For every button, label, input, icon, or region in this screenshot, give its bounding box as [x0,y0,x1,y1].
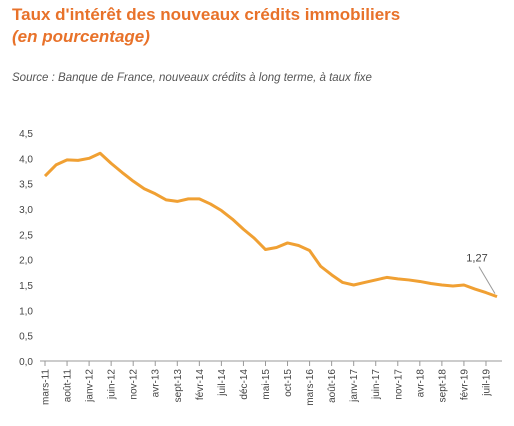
x-tick-label: sept-18 [437,369,448,403]
x-tick-label: juin-17 [371,369,382,400]
value-label: 1,27 [466,253,487,265]
x-tick-label: oct-15 [283,369,294,397]
y-tick-label: 0,0 [19,357,33,368]
y-tick-label: 2,5 [19,230,33,241]
x-tick-label: avr-18 [415,369,426,398]
x-tick-label: déc-14 [239,369,250,400]
annotation-leader [478,266,496,294]
x-tick-label: févr-19 [459,369,470,401]
x-tick-label: juil-14 [217,369,228,397]
y-tick-label: 2,0 [19,256,33,267]
y-tick-label: 3,5 [19,180,33,191]
x-tick-label: janv-12 [85,369,96,403]
y-tick-label: 1,5 [19,281,33,292]
y-tick-label: 4,0 [19,154,33,165]
source: Source : Banque de France, nouveaux créd… [12,72,372,84]
line [43,151,498,299]
y-tick-label: 1,0 [19,306,33,317]
x-tick-label: févr-14 [195,369,206,401]
x-tick-label: sept-13 [173,369,184,403]
y-tick-label: 0,5 [19,332,33,343]
x-tick-label: janv-17 [349,369,360,403]
x-tick-label: août-16 [327,369,338,403]
chart-title: Taux d'intérêt des nouveaux crédits immo… [12,5,400,24]
x-tick-label: avr-13 [151,369,162,398]
x-tick-label: nov-12 [129,369,140,400]
y-tick-label: 3,0 [19,205,33,216]
x-tick-label: mars-16 [305,369,316,406]
x-tick-label: août-11 [63,369,74,403]
y-tick-label: 4,5 [19,129,33,140]
x-tick-label: nov-17 [393,369,404,400]
x-tick-label: juin-12 [107,369,118,400]
chart-subtitle: (en pourcentage) [12,27,150,46]
x-tick-label: mai-15 [261,369,272,400]
x-tick-label: mars-11 [41,369,52,405]
x-tick-label: juil-19 [481,369,492,397]
